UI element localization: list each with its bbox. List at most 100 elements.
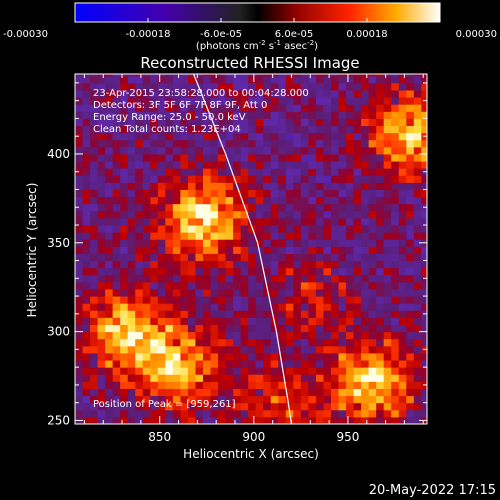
heatmap-cell [263, 89, 272, 98]
heatmap-cell [413, 360, 422, 368]
heatmap-cell [172, 246, 181, 254]
heatmap-cell [315, 182, 324, 190]
heatmap-cell [346, 296, 355, 304]
heatmap-cell [346, 260, 355, 269]
heatmap-cell [187, 161, 196, 169]
heatmap-cell [398, 132, 407, 141]
heatmap-cell [376, 409, 385, 418]
heatmap-cell [255, 338, 264, 347]
heatmap-cell [248, 161, 257, 169]
heatmap-cell [323, 153, 332, 162]
heatmap-cell [172, 260, 181, 269]
heatmap-cell [406, 345, 415, 354]
heatmap-cell [300, 288, 309, 297]
heatmap-cell [278, 324, 287, 333]
heatmap-cell [165, 104, 174, 112]
heatmap-cell [75, 89, 84, 98]
heatmap-cell [195, 210, 204, 219]
heatmap-cell [225, 402, 234, 411]
heatmap-cell [398, 97, 407, 105]
heatmap-cell [150, 111, 159, 119]
heatmap-cell [368, 210, 377, 219]
heatmap-cell [368, 260, 377, 269]
heatmap-cell [203, 111, 212, 119]
heatmap-cell [240, 253, 249, 262]
heatmap-cell [413, 352, 422, 361]
heatmap-cell [421, 111, 427, 119]
heatmap-cell [255, 267, 264, 276]
heatmap-cell [172, 203, 181, 212]
heatmap-cell [157, 196, 166, 205]
heatmap-cell [210, 303, 219, 311]
heatmap-cell [75, 352, 84, 361]
heatmap-cell [142, 374, 151, 382]
heatmap-cell [338, 75, 347, 84]
heatmap-cell [376, 89, 385, 98]
heatmap-cell [338, 168, 347, 176]
heatmap-cell [368, 146, 377, 155]
heatmap-cell [203, 416, 212, 424]
heatmap-cell [338, 153, 347, 162]
heatmap-cell [398, 296, 407, 304]
heatmap-cell [368, 139, 377, 148]
heatmap-cell [308, 331, 317, 340]
heatmap-cell [270, 217, 279, 226]
heatmap-cell [263, 146, 272, 155]
heatmap-cell [376, 125, 385, 134]
heatmap-cell [105, 352, 114, 361]
heatmap-cell [82, 89, 91, 98]
heatmap-cell [180, 196, 189, 205]
heatmap-cell [285, 253, 294, 262]
heatmap-cell [308, 217, 317, 226]
heatmap-cell [75, 246, 84, 254]
heatmap-cell [376, 161, 385, 169]
heatmap-cell [142, 232, 151, 240]
heatmap-cell [308, 324, 317, 333]
heatmap-cell [120, 139, 129, 148]
heatmap-cell [172, 274, 181, 283]
heatmap-cell [383, 97, 392, 105]
heatmap-cell [413, 175, 422, 183]
heatmap-cell [97, 75, 106, 84]
heatmap-cell [300, 161, 309, 169]
heatmap-cell [142, 82, 151, 91]
heatmap-cell [361, 246, 370, 254]
heatmap-cell [150, 352, 159, 361]
heatmap-cell [255, 303, 264, 311]
heatmap-cell [105, 345, 114, 354]
heatmap-cell [285, 118, 294, 127]
heatmap-cell [150, 97, 159, 105]
heatmap-cell [300, 317, 309, 326]
heatmap-cell [180, 331, 189, 340]
heatmap-cell [165, 281, 174, 290]
heatmap-cell [97, 239, 106, 247]
heatmap-cell [398, 161, 407, 169]
heatmap-cell [361, 324, 370, 333]
heatmap-cell [263, 381, 272, 389]
heatmap-cell [157, 317, 166, 326]
heatmap-cell [97, 189, 106, 198]
heatmap-cell [135, 182, 144, 190]
heatmap-cell [195, 104, 204, 112]
heatmap-cell [172, 324, 181, 333]
heatmap-cell [263, 374, 272, 382]
heatmap-cell [391, 274, 400, 283]
heatmap-cell [105, 161, 114, 169]
heatmap-cell [90, 175, 99, 183]
heatmap-cell [278, 303, 287, 311]
heatmap-cell [308, 374, 317, 382]
heatmap-cell [346, 395, 355, 404]
heatmap-cell [165, 75, 174, 84]
heatmap-cell [105, 189, 114, 198]
heatmap-cell [263, 352, 272, 361]
heatmap-cell [90, 310, 99, 318]
colorbar-tick-label: -6.0e-05 [200, 29, 242, 40]
heatmap-cell [315, 324, 324, 333]
heatmap-cell [105, 374, 114, 382]
heatmap-cell [263, 153, 272, 162]
heatmap-cell [361, 267, 370, 276]
heatmap-cell [150, 82, 159, 91]
heatmap-cell [368, 367, 377, 375]
heatmap-cell [180, 246, 189, 254]
heatmap-cell [406, 281, 415, 290]
